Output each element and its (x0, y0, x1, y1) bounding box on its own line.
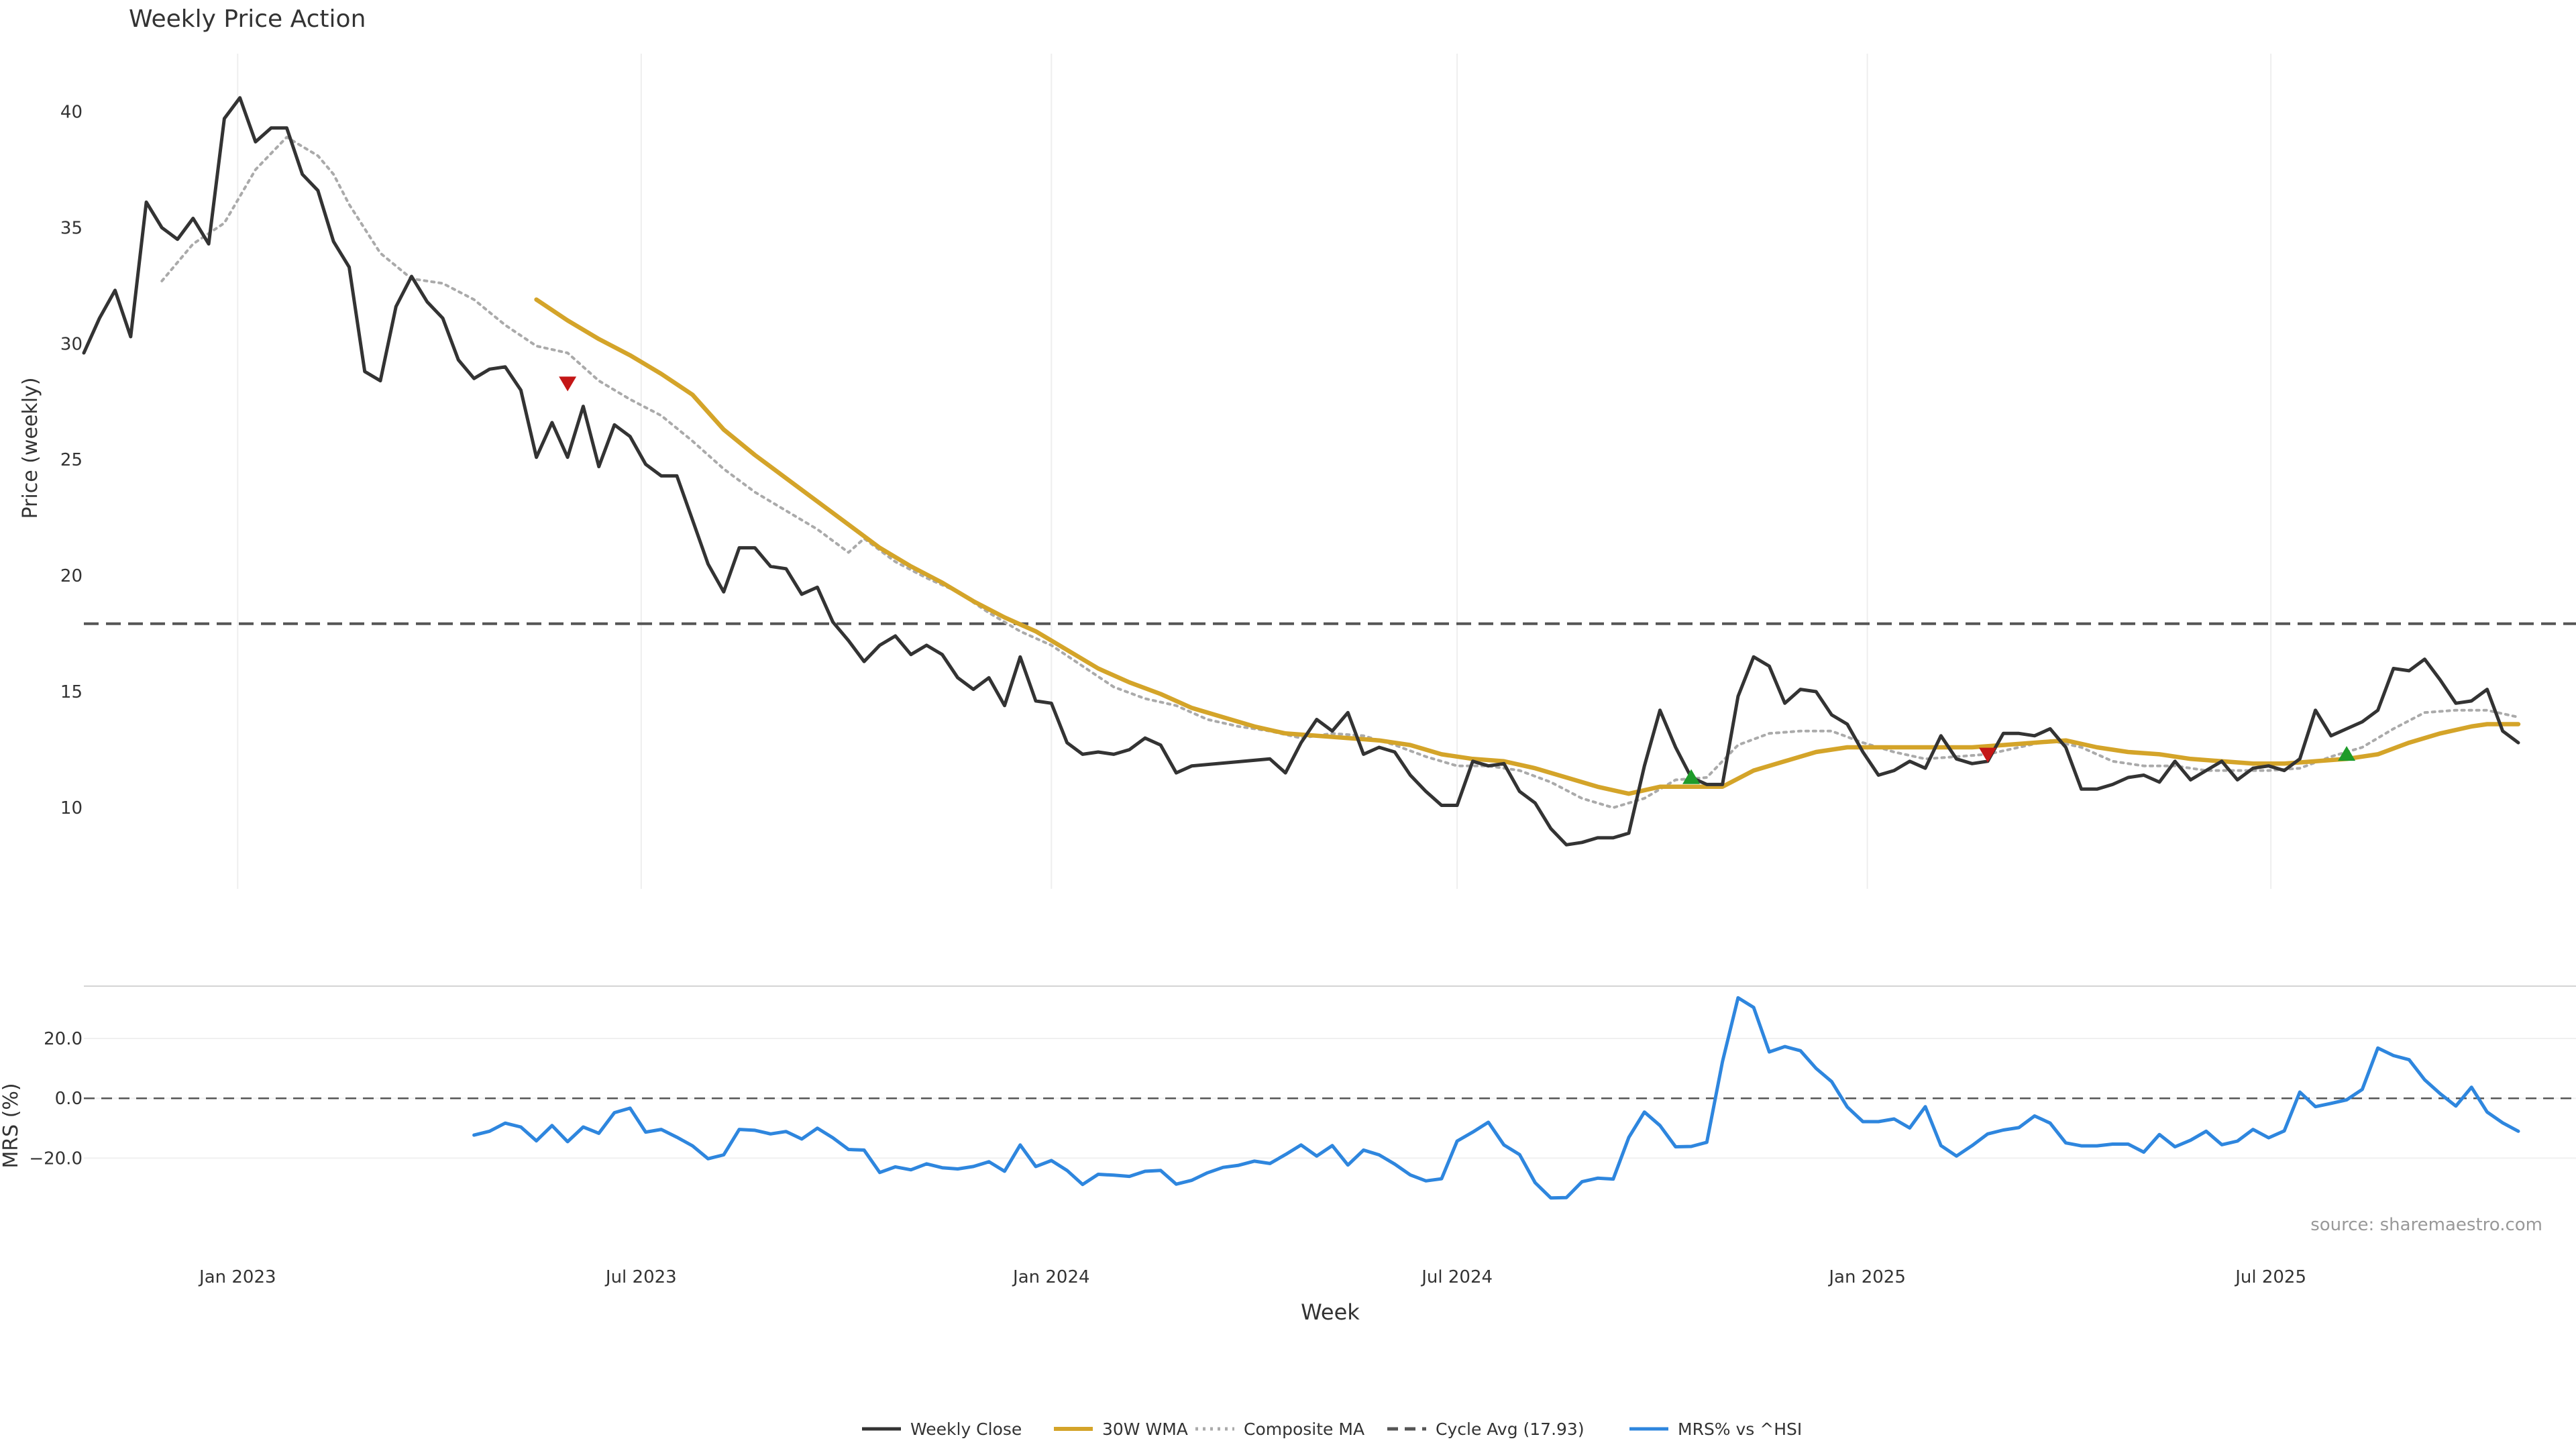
legend: Weekly Close 30W WMA Composite MA Cycle Avg… (862, 1419, 1802, 1439)
series-lines (82, 96, 2521, 1200)
chart-title: Weekly Price Action (129, 5, 366, 33)
buy-signal-marker (1682, 769, 1701, 784)
mrs-line (472, 996, 2520, 1200)
price-y-tick-label: 25 (60, 450, 83, 470)
x-axis-label: Week (1301, 1299, 1360, 1325)
signal-markers (559, 376, 2356, 784)
x-ticks: Jan 2023 Jul 2023 Jan 2024 Jul 2024 Jan 2025… (198, 1267, 2306, 1287)
price-y-tick-label: 15 (60, 682, 83, 702)
legend-label: 30W WMA (1102, 1419, 1188, 1439)
mrs-y-tick-label: 20.0 (44, 1029, 83, 1049)
mrs-y-ticks: 20.0 0.0 −20.0 (29, 1029, 83, 1169)
price-y-tick-label: 10 (60, 798, 83, 818)
mrs-y-axis-label: MRS (%) (0, 1083, 23, 1168)
weekly-close-line (82, 96, 2520, 847)
legend-label: Cycle Avg (17.93) (1436, 1419, 1585, 1439)
legend-label: Weekly Close (910, 1419, 1022, 1439)
wma-30w-line (534, 297, 2521, 796)
x-tick-label: Jan 2024 (1012, 1267, 1090, 1287)
price-y-tick-label: 35 (60, 218, 83, 238)
x-tick-label: Jul 2024 (1420, 1267, 1493, 1287)
legend-label: MRS% vs ^HSI (1678, 1419, 1802, 1439)
source-annotation: source: sharemaestro.com (2310, 1215, 2542, 1235)
sell-signal-marker (559, 376, 577, 392)
sell-signal-marker (1979, 747, 1997, 763)
x-tick-label: Jan 2023 (198, 1267, 276, 1287)
mrs-y-tick-label: −20.0 (29, 1148, 83, 1169)
price-y-tick-label: 30 (60, 334, 83, 354)
reference-lines (84, 622, 2576, 1099)
composite-ma-line (160, 136, 2520, 809)
price-y-tick-label: 40 (60, 102, 83, 122)
mrs-y-tick-label: 0.0 (55, 1089, 83, 1109)
price-y-axis-label: Price (weekly) (19, 377, 42, 519)
x-gridlines (84, 54, 2576, 1159)
x-tick-label: Jul 2023 (604, 1267, 677, 1287)
legend-label: Composite MA (1244, 1419, 1364, 1439)
buy-signal-marker (2338, 746, 2356, 761)
price-y-tick-label: 20 (60, 566, 83, 586)
price-y-ticks: 10 15 20 25 30 35 40 (60, 102, 83, 818)
x-tick-label: Jan 2025 (1827, 1267, 1906, 1287)
x-tick-label: Jul 2025 (2234, 1267, 2306, 1287)
